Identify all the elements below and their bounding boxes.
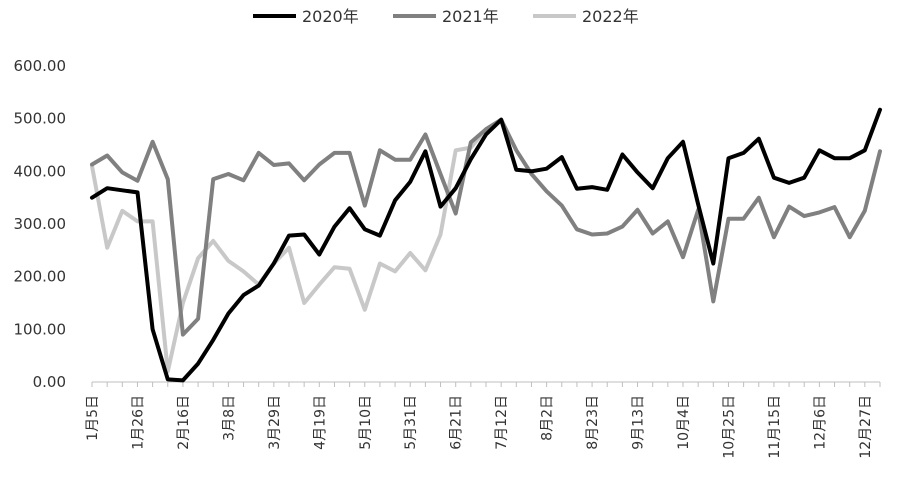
plot-area — [90, 107, 882, 383]
y-tick-label: 100.00 — [14, 320, 67, 338]
x-tick-label: 4月19日 — [312, 395, 328, 450]
y-tick-label: 600.00 — [14, 57, 67, 75]
x-tick-label: 3月29日 — [267, 395, 283, 450]
x-tick-label: 7月12日 — [494, 395, 510, 450]
legend: 2020年 2021年 2022年 — [253, 7, 639, 26]
legend-label: 2022年 — [582, 7, 639, 26]
legend-label: 2020年 — [302, 7, 359, 26]
x-tick-label: 6月21日 — [449, 395, 465, 450]
series-line-0 — [90, 107, 882, 383]
y-tick-label: 500.00 — [14, 110, 67, 128]
x-tick-label: 8月23日 — [585, 395, 601, 450]
series-line-1 — [90, 117, 882, 337]
x-tick-label: 10月4日 — [676, 395, 692, 450]
x-tick-label: 12月6日 — [812, 395, 828, 450]
x-tick-label: 2月16日 — [176, 395, 192, 450]
x-tick-label: 9月13日 — [631, 395, 647, 450]
x-tick-label: 11月15日 — [767, 395, 783, 459]
x-tick-label: 1月26日 — [130, 395, 146, 450]
x-tick-label: 5月10日 — [358, 395, 374, 450]
x-tick-label: 5月31日 — [403, 395, 419, 450]
x-tick-label: 12月27日 — [858, 395, 874, 459]
x-tick-label: 8月2日 — [540, 395, 556, 441]
y-axis: 0.00 100.00 200.00 300.00 400.00 500.00 600.00 — [14, 57, 67, 391]
x-tick-label: 3月8日 — [221, 395, 237, 441]
x-tick-label: 10月25日 — [721, 395, 737, 459]
x-axis: 1月5日 1月26日 2月16日 3月8日 3月29日 4月19日 5月10日 5月31日 6月… — [85, 381, 881, 459]
y-tick-label: 400.00 — [14, 162, 67, 180]
series-line-2 — [90, 117, 504, 374]
legend-label: 2021年 — [442, 7, 499, 26]
y-tick-label: 300.00 — [14, 215, 67, 233]
y-tick-label: 200.00 — [14, 268, 67, 286]
x-tick-label: 1月5日 — [85, 395, 101, 441]
y-tick-label: 0.00 — [33, 373, 66, 391]
